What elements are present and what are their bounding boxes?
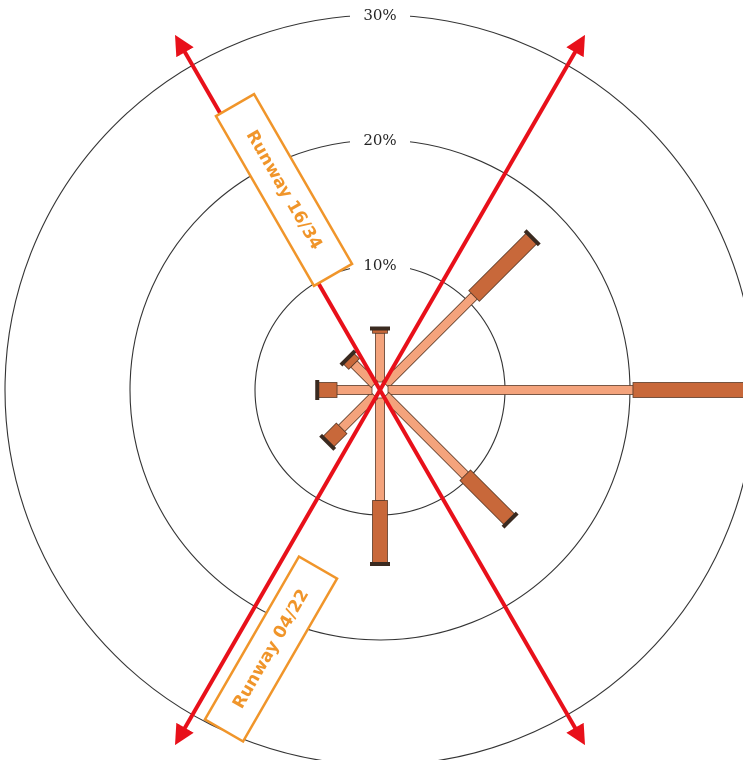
ring-label-10: 10% bbox=[363, 256, 396, 274]
runway-16-34-label-box: Runway 16/34 bbox=[214, 92, 354, 288]
direction-bar-270 bbox=[315, 380, 373, 400]
direction-bar-90 bbox=[387, 382, 743, 398]
bar-segment-2 bbox=[632, 382, 743, 398]
ring-label-bg bbox=[350, 5, 410, 25]
bar-segment-2 bbox=[468, 232, 538, 302]
bar-segment-1 bbox=[336, 385, 373, 395]
bar-segment-2 bbox=[317, 382, 338, 398]
bar-segment-1 bbox=[375, 332, 385, 383]
ring-label-20: 20% bbox=[363, 131, 396, 149]
direction-bar-group bbox=[315, 229, 743, 566]
bar-segment-2 bbox=[372, 500, 388, 564]
runway-line-2 bbox=[174, 34, 586, 746]
direction-bar-0 bbox=[370, 326, 390, 383]
bar-end-cap bbox=[370, 326, 390, 331]
direction-bar-180 bbox=[370, 397, 390, 566]
bar-segment-1 bbox=[387, 385, 634, 395]
runway-04-22-label-box: Runway 04/22 bbox=[203, 554, 339, 744]
bar-segment-2 bbox=[459, 469, 516, 526]
ring-label-30: 30% bbox=[363, 6, 396, 24]
bar-end-cap bbox=[370, 562, 390, 566]
bar-segment-1 bbox=[375, 397, 385, 501]
bar-end-cap bbox=[315, 380, 320, 400]
